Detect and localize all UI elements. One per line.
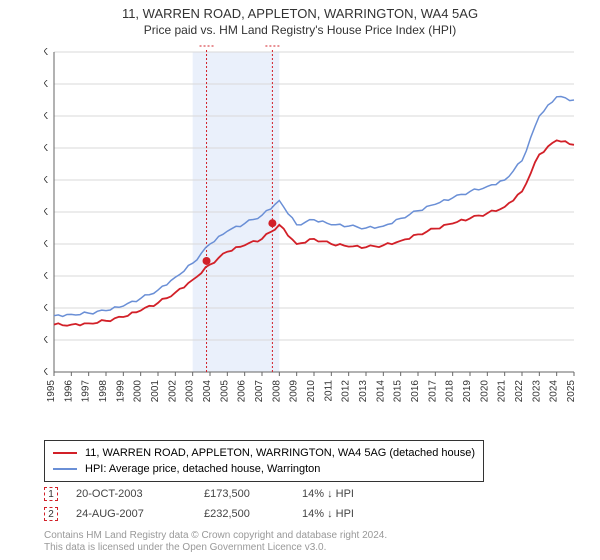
svg-text:2021: 2021 xyxy=(497,380,508,403)
svg-text:2010: 2010 xyxy=(306,380,317,403)
legend-label: HPI: Average price, detached house, Warr… xyxy=(85,461,320,477)
legend-item: 11, WARREN ROAD, APPLETON, WARRINGTON, W… xyxy=(53,445,475,461)
svg-text:1996: 1996 xyxy=(63,380,74,403)
svg-text:2023: 2023 xyxy=(531,380,542,403)
svg-text:£200K: £200K xyxy=(44,239,48,250)
footer-text: Contains HM Land Registry data © Crown c… xyxy=(44,530,387,554)
svg-text:£500K: £500K xyxy=(44,47,48,58)
svg-text:2009: 2009 xyxy=(289,380,300,403)
legend-swatch xyxy=(53,468,77,470)
svg-text:2008: 2008 xyxy=(271,380,282,403)
svg-text:£400K: £400K xyxy=(44,111,48,122)
svg-text:2007: 2007 xyxy=(254,380,265,403)
sales-row: 1 20-OCT-2003 £173,500 14% ↓ HPI xyxy=(44,484,382,504)
svg-text:£300K: £300K xyxy=(44,175,48,186)
svg-text:2012: 2012 xyxy=(341,380,352,403)
svg-text:2006: 2006 xyxy=(237,380,248,403)
svg-text:2005: 2005 xyxy=(219,380,230,403)
svg-text:£150K: £150K xyxy=(44,271,48,282)
sale-date: 20-OCT-2003 xyxy=(76,488,186,500)
svg-text:1: 1 xyxy=(204,44,210,46)
sale-delta: 14% ↓ HPI xyxy=(302,488,382,500)
svg-text:£50K: £50K xyxy=(44,335,48,346)
legend-label: 11, WARREN ROAD, APPLETON, WARRINGTON, W… xyxy=(85,445,475,461)
sale-price: £173,500 xyxy=(204,488,284,500)
legend-swatch xyxy=(53,452,77,454)
footer-line-1: Contains HM Land Registry data © Crown c… xyxy=(44,530,387,542)
line-chart: £0K £50K £100K £150K £200K £250K £300K £350K £40… xyxy=(44,44,584,404)
sale-date: 24-AUG-2007 xyxy=(76,508,186,520)
sale-marker: 1 xyxy=(44,487,58,501)
chart-area: £0K £50K £100K £150K £200K £250K £300K £350K £40… xyxy=(44,44,584,404)
svg-text:£100K: £100K xyxy=(44,303,48,314)
svg-text:2014: 2014 xyxy=(375,380,386,403)
chart-container: 11, WARREN ROAD, APPLETON, WARRINGTON, W… xyxy=(0,0,600,560)
svg-text:2025: 2025 xyxy=(566,380,577,403)
svg-text:2: 2 xyxy=(270,44,276,46)
svg-text:£450K: £450K xyxy=(44,79,48,90)
svg-text:£350K: £350K xyxy=(44,143,48,154)
sale-delta: 14% ↓ HPI xyxy=(302,508,382,520)
svg-text:1995: 1995 xyxy=(46,380,57,403)
svg-text:2016: 2016 xyxy=(410,380,421,403)
svg-text:£250K: £250K xyxy=(44,207,48,218)
svg-text:2000: 2000 xyxy=(133,380,144,403)
svg-text:1999: 1999 xyxy=(115,380,126,403)
svg-text:2015: 2015 xyxy=(393,380,404,403)
sales-row: 2 24-AUG-2007 £232,500 14% ↓ HPI xyxy=(44,504,382,524)
chart-subtitle: Price paid vs. HM Land Registry's House … xyxy=(0,21,600,37)
svg-text:2011: 2011 xyxy=(323,380,334,402)
svg-text:2001: 2001 xyxy=(150,380,161,403)
sales-table: 1 20-OCT-2003 £173,500 14% ↓ HPI 2 24-AUG-200… xyxy=(44,484,382,524)
svg-text:2018: 2018 xyxy=(445,380,456,403)
svg-text:1998: 1998 xyxy=(98,380,109,403)
svg-text:2024: 2024 xyxy=(549,380,560,403)
svg-text:2017: 2017 xyxy=(427,380,438,403)
svg-text:2022: 2022 xyxy=(514,380,525,403)
svg-text:2004: 2004 xyxy=(202,380,213,403)
sale-marker: 2 xyxy=(44,507,58,521)
sale-price: £232,500 xyxy=(204,508,284,520)
legend: 11, WARREN ROAD, APPLETON, WARRINGTON, W… xyxy=(44,440,484,482)
svg-text:1997: 1997 xyxy=(81,380,92,403)
svg-text:2002: 2002 xyxy=(167,380,178,403)
footer-line-2: This data is licensed under the Open Gov… xyxy=(44,542,387,554)
svg-text:2020: 2020 xyxy=(479,380,490,403)
chart-title: 11, WARREN ROAD, APPLETON, WARRINGTON, W… xyxy=(0,0,600,21)
legend-item: HPI: Average price, detached house, Warr… xyxy=(53,461,475,477)
svg-text:2013: 2013 xyxy=(358,380,369,403)
svg-text:2019: 2019 xyxy=(462,380,473,403)
svg-text:2003: 2003 xyxy=(185,380,196,403)
svg-text:£0K: £0K xyxy=(44,367,48,378)
